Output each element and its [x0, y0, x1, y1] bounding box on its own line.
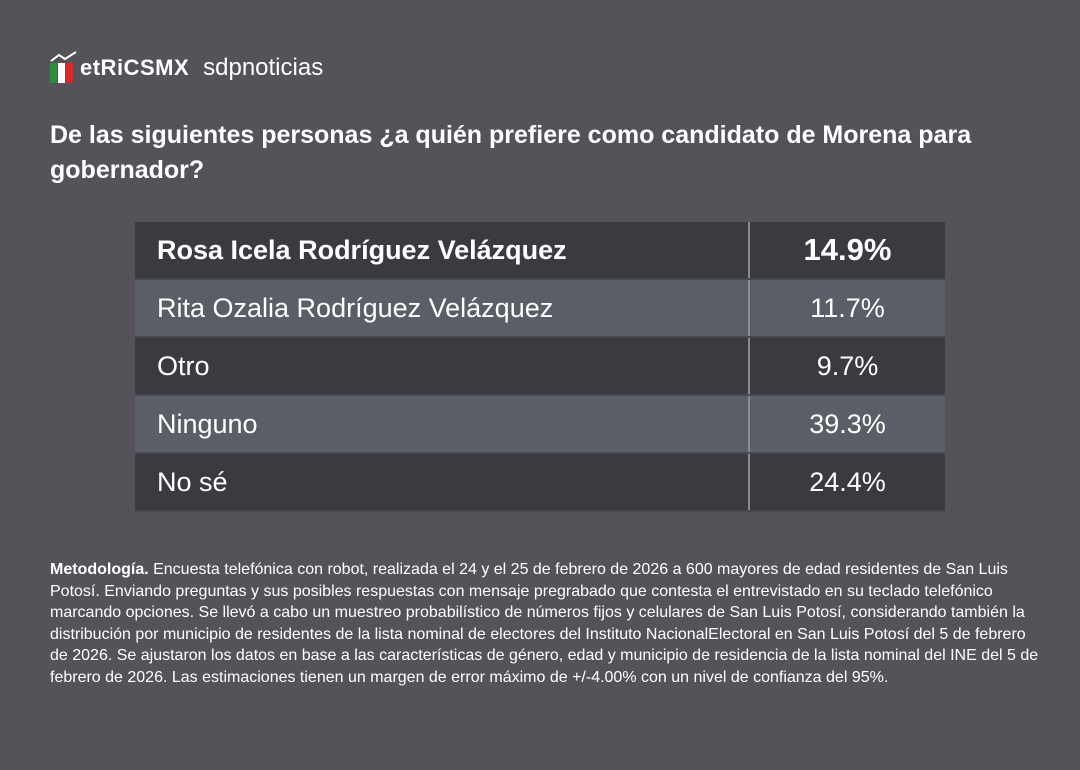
option-share: 39.3% — [749, 395, 945, 454]
option-name: No sé — [135, 453, 750, 512]
title: De las siguientes personas ¿a quién pref… — [50, 121, 972, 184]
option-name: Rita Ozalia Rodríguez Velázquez — [135, 279, 750, 338]
results-table: Rosa Icela Rodríguez Velázquez 14.9% Rita … — [135, 222, 945, 512]
option-name: Rosa Icela Rodríguez Velázquez — [135, 222, 750, 280]
table-row: No sé 24.4% — [135, 453, 945, 512]
option-share: 9.7% — [749, 337, 945, 396]
methodology-label: Metodología. — [50, 561, 149, 578]
table-row: Ninguno 39.3% — [135, 395, 945, 454]
table-row: Rosa Icela Rodríguez Velázquez 14.9% — [135, 222, 945, 280]
brand: etRiCSMX — [80, 55, 190, 80]
logo: etRiCSMX sdpnoticias — [50, 50, 323, 86]
partner: sdpnoticias — [203, 54, 324, 81]
option-share: 24.4% — [749, 453, 945, 512]
logo-icon — [50, 51, 77, 83]
methodology-text: Encuesta telefónica con robot, realizada… — [50, 561, 1039, 686]
option-share: 14.9% — [749, 222, 945, 280]
table-row: Rita Ozalia Rodríguez Velázquez 11.7% — [135, 279, 945, 338]
option-name: Ninguno — [135, 395, 750, 454]
methodology: Metodología. Encuesta telefónica con rob… — [50, 559, 1040, 688]
option-name: Otro — [135, 337, 750, 396]
table-row: Otro 9.7% — [135, 337, 945, 396]
option-share: 11.7% — [749, 279, 945, 338]
